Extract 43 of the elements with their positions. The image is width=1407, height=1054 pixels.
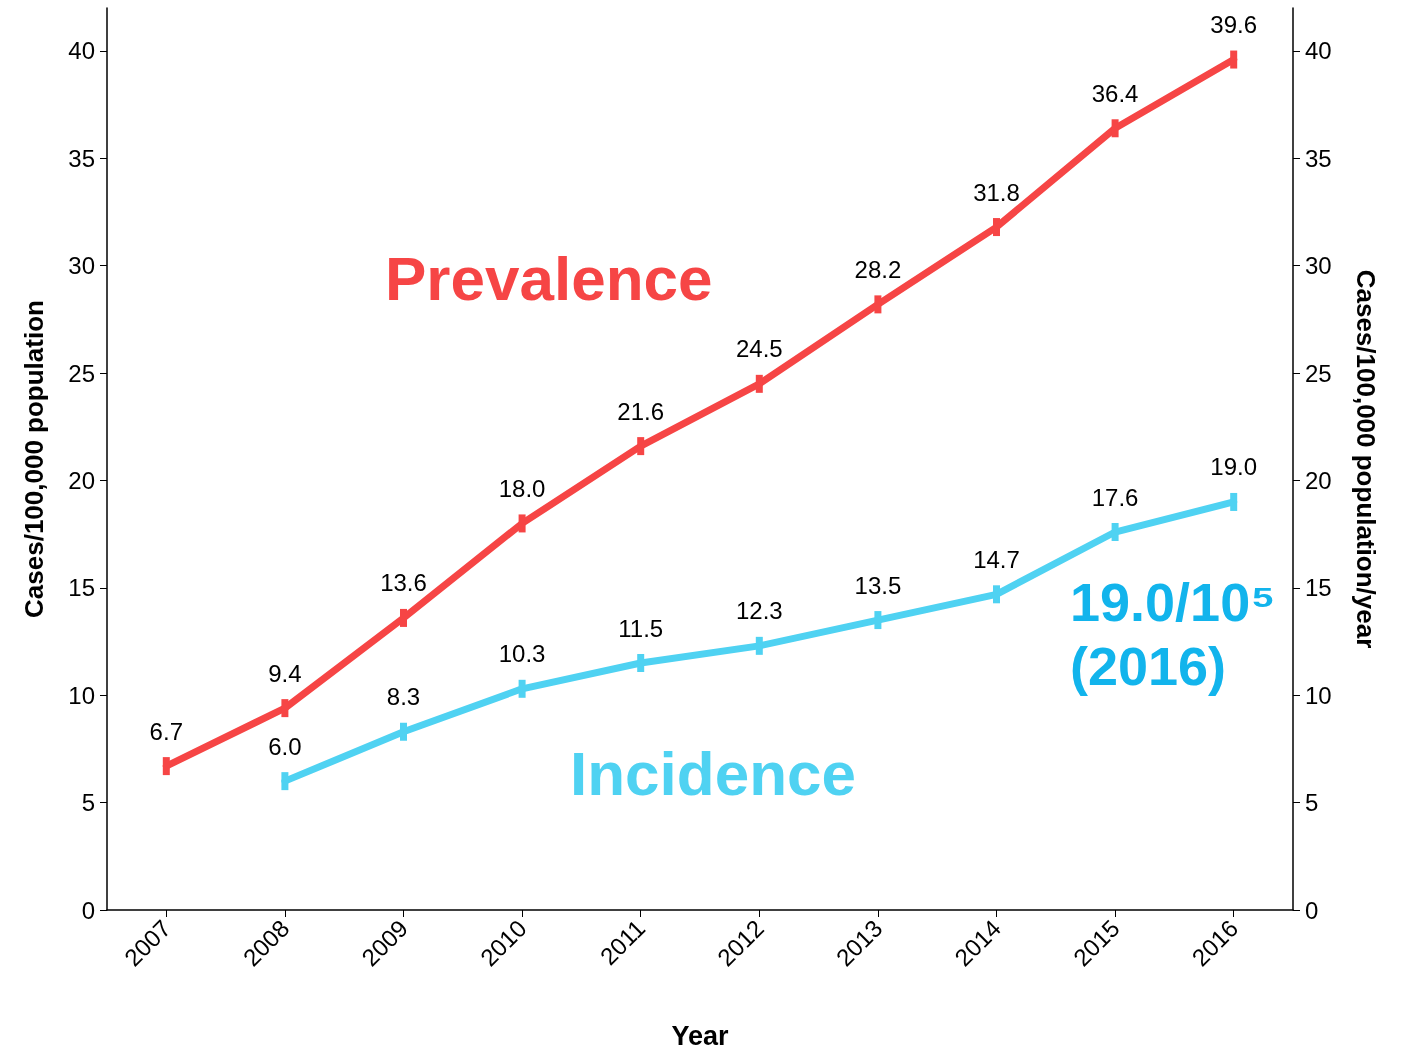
y-tick-label: 35: [68, 144, 95, 172]
data-label: 12.3: [735, 597, 783, 625]
y2-tick-label: 10: [1305, 681, 1332, 709]
data-label: 10.3: [498, 640, 546, 668]
y2-axis-title: Cases/100,000 population/year: [1351, 269, 1381, 649]
data-label: 13.6: [380, 569, 427, 597]
data-label: 31.8: [973, 178, 1020, 206]
data-label: 36.4: [1091, 79, 1139, 107]
data-label: 9.4: [268, 659, 302, 687]
y2-tick-label: 5: [1305, 789, 1319, 817]
y-tick-label: 5: [81, 789, 95, 817]
x-axis-title: Year: [671, 1020, 730, 1051]
y-tick-label: 15: [68, 574, 95, 602]
y-tick-label: 40: [68, 37, 95, 65]
y2-tick-label: 40: [1305, 37, 1332, 65]
annotation: 19.0/10⁵ (2016): [1070, 572, 1276, 696]
y2-tick-label: 20: [1305, 466, 1332, 494]
data-label: 8.3: [386, 683, 421, 711]
y2-tick-label: 0: [1305, 896, 1319, 924]
y-tick-label: 20: [68, 466, 95, 494]
y-tick-label: 0: [81, 896, 95, 924]
data-label: 13.5: [854, 571, 902, 599]
data-label: 6.7: [149, 717, 183, 745]
series-label: Prevalence: [385, 243, 713, 313]
data-label: 28.2: [854, 255, 902, 283]
y2-tick-label: 25: [1305, 359, 1332, 387]
y-tick-label: 10: [68, 681, 95, 709]
data-label: 17.6: [1091, 483, 1139, 511]
data-label: 19.0: [1210, 453, 1258, 481]
data-label: 21.6: [617, 397, 665, 425]
y2-tick-label: 15: [1305, 574, 1332, 602]
y-tick-label: 30: [68, 252, 95, 280]
data-label: 11.5: [618, 614, 664, 642]
y2-tick-label: 35: [1305, 144, 1332, 172]
data-label: 18.0: [498, 474, 546, 502]
data-label: 6.0: [268, 732, 302, 760]
y-tick-label: 25: [68, 359, 95, 387]
series-label: Incidence: [570, 738, 856, 808]
y-axis-title: Cases/100,000 population: [19, 300, 49, 618]
data-label: 14.7: [973, 545, 1020, 573]
data-label: 24.5: [735, 335, 783, 363]
data-label: 39.6: [1210, 11, 1258, 39]
y2-tick-label: 30: [1305, 252, 1332, 280]
